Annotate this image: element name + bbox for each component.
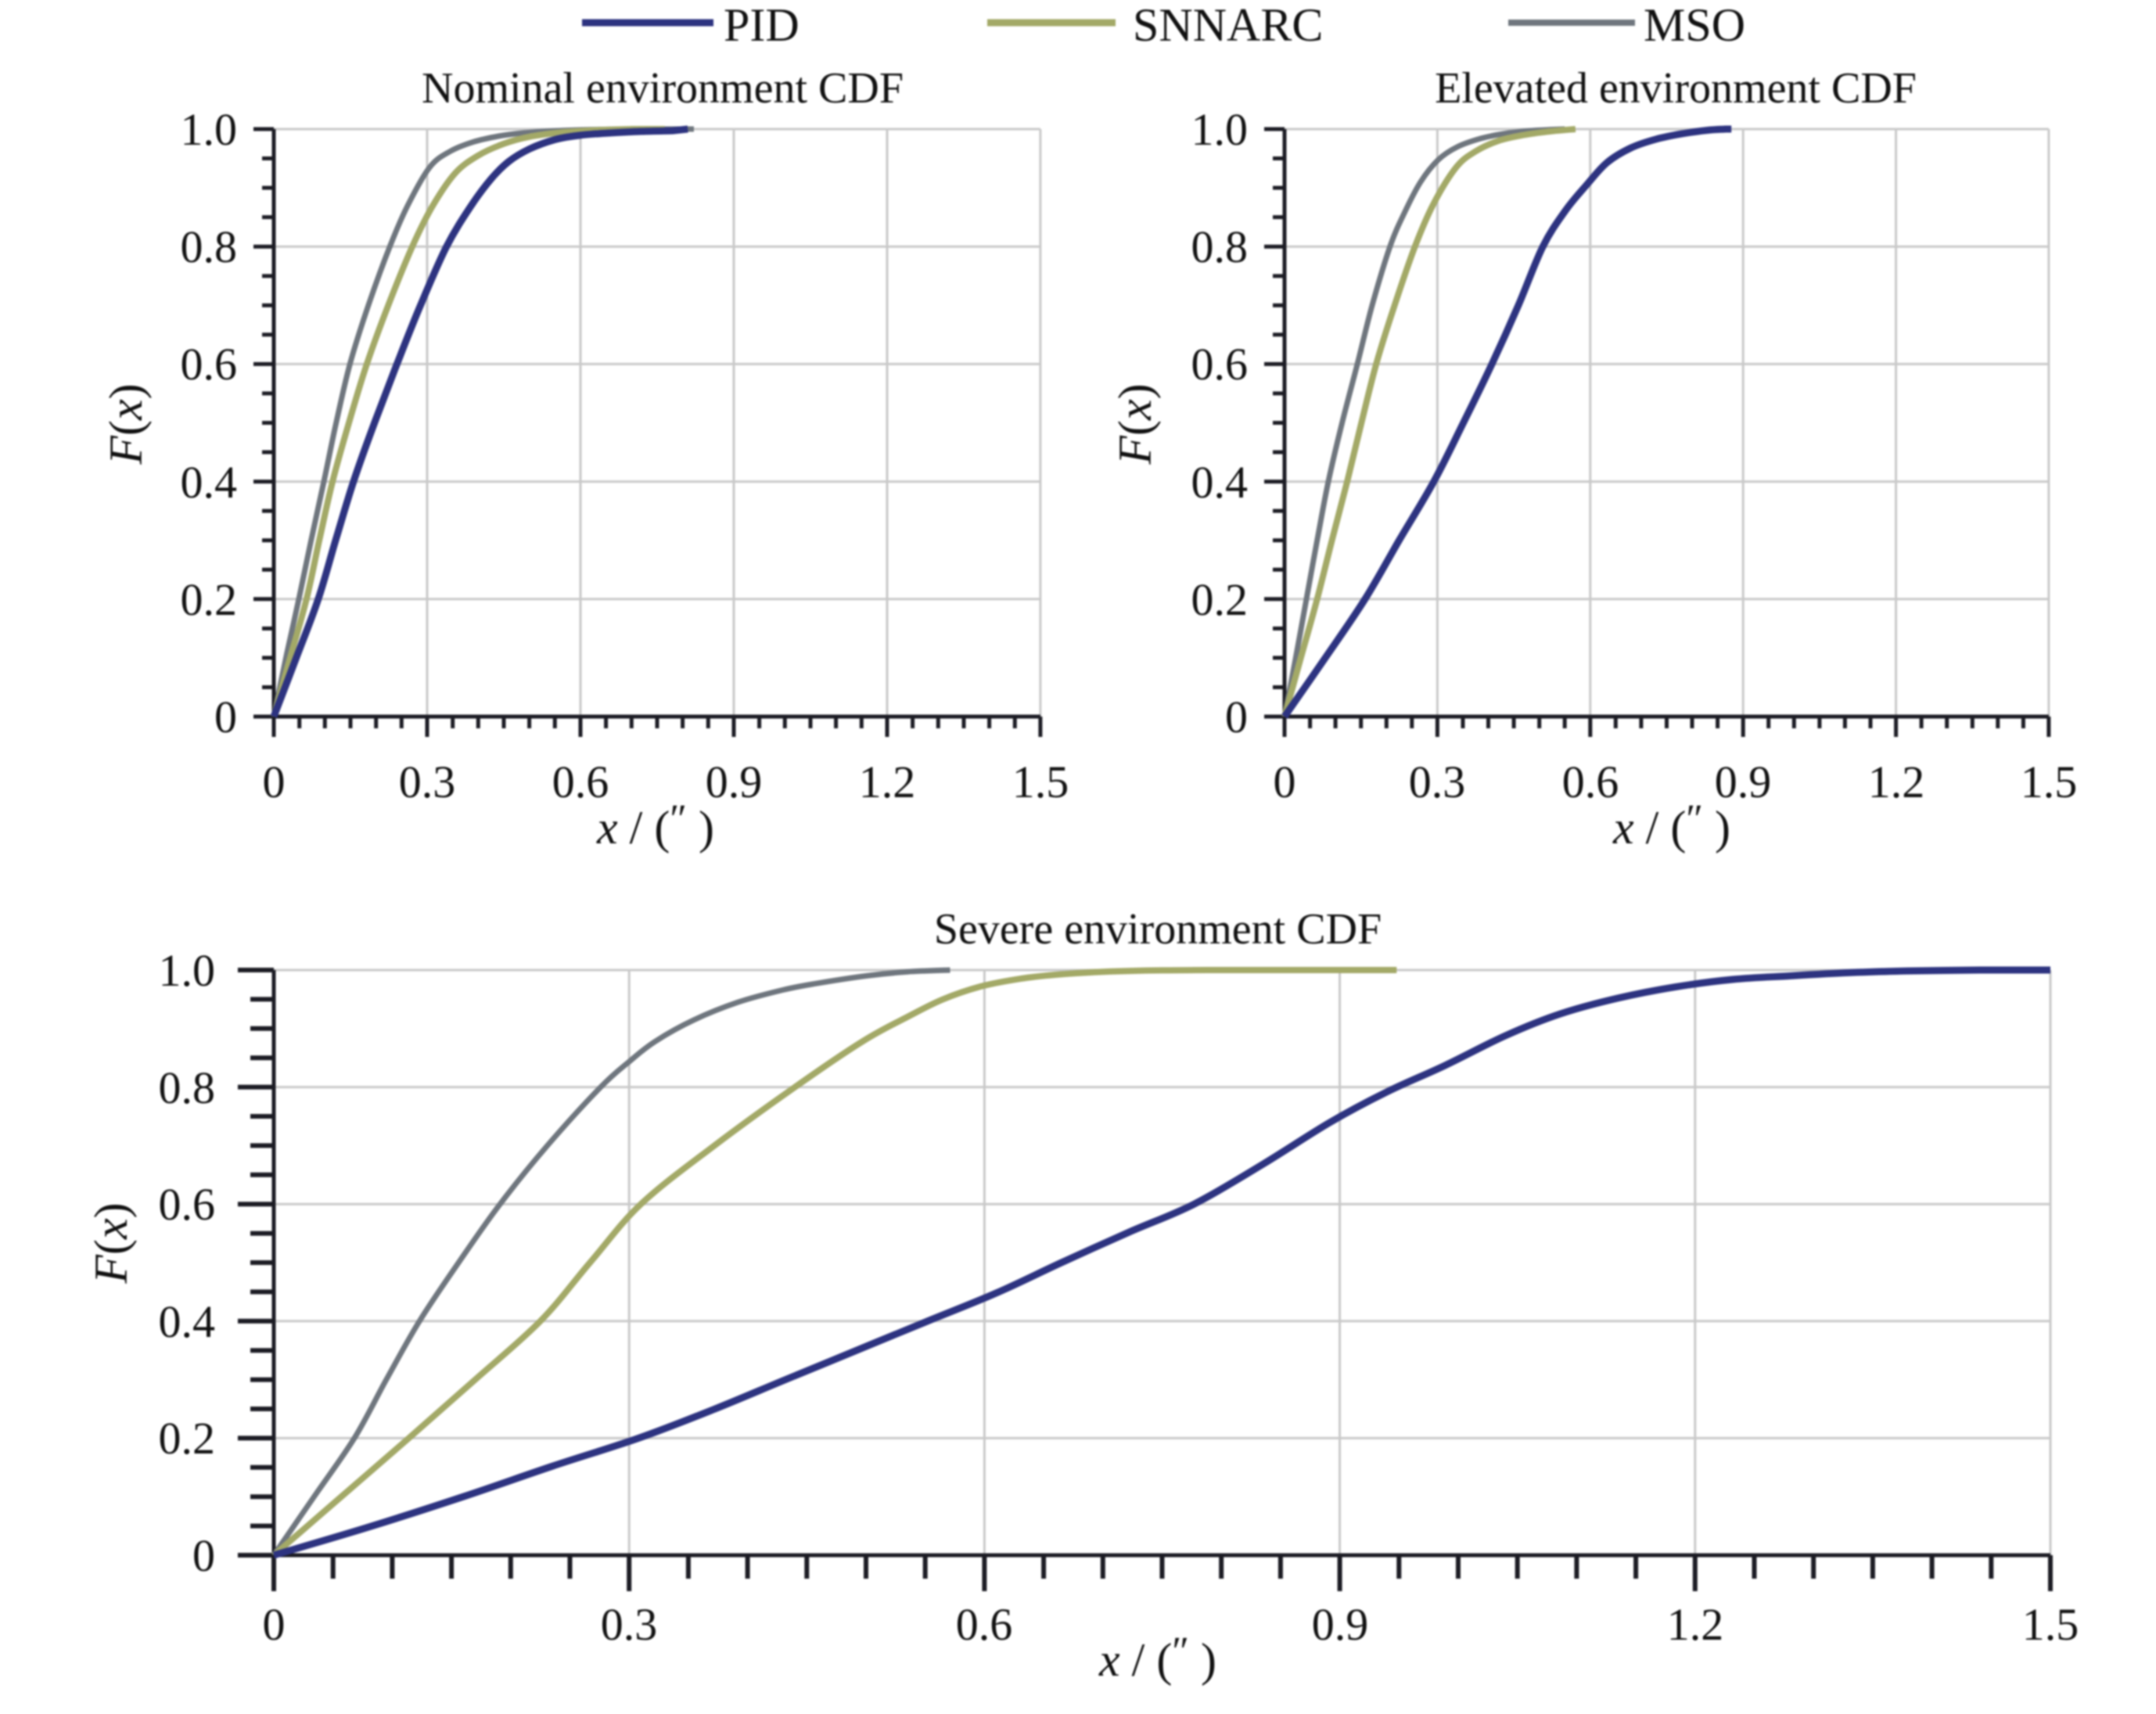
svg-text:1.5: 1.5 [2021,756,2078,807]
svg-text:0.9: 0.9 [1312,1599,1369,1650]
svg-text:0.8: 0.8 [1191,221,1249,272]
svg-text:1.2: 1.2 [1868,756,1925,807]
svg-text:0: 0 [192,1530,215,1581]
svg-text:0.9: 0.9 [1715,756,1772,807]
svg-text:0.6: 0.6 [159,1179,216,1230]
svg-text:0.4: 0.4 [159,1296,216,1347]
svg-text:0.2: 0.2 [1191,574,1249,625]
svg-text:0.6: 0.6 [956,1599,1013,1650]
svg-text:1.0: 1.0 [181,104,238,155]
svg-text:0.4: 0.4 [1191,457,1249,508]
svg-text:1.0: 1.0 [159,945,216,996]
svg-text:0: 0 [1225,692,1248,742]
svg-text:0.9: 0.9 [706,756,763,807]
svg-text:0.4: 0.4 [181,457,238,508]
svg-text:F(x): F(x) [85,1202,137,1284]
svg-text:1.5: 1.5 [1012,756,1069,807]
svg-text:0: 0 [263,756,286,807]
svg-text:0: 0 [214,692,237,742]
svg-text:F(x): F(x) [1109,383,1161,465]
svg-text:0.8: 0.8 [159,1062,216,1113]
svg-text:0.6: 0.6 [181,339,238,390]
svg-text:0.2: 0.2 [181,574,238,625]
svg-text:MSO: MSO [1644,0,1745,51]
svg-text:1.2: 1.2 [1667,1599,1724,1650]
svg-text:0.6: 0.6 [1191,339,1249,390]
svg-text:0.8: 0.8 [181,221,238,272]
svg-text:SNNARC: SNNARC [1133,0,1323,51]
svg-text:0.2: 0.2 [159,1413,216,1464]
svg-text:1.5: 1.5 [2022,1599,2079,1650]
svg-text:0.6: 0.6 [552,756,609,807]
svg-text:0.6: 0.6 [1562,756,1619,807]
svg-text:Elevated environment CDF: Elevated environment CDF [1435,64,1917,113]
svg-text:x / (″ ): x / (″ ) [1098,1630,1216,1686]
svg-text:0.3: 0.3 [601,1599,658,1650]
svg-text:0: 0 [1274,756,1296,807]
svg-text:x / (″ ): x / (″ ) [1612,797,1730,853]
svg-text:1.2: 1.2 [859,756,916,807]
svg-text:1.0: 1.0 [1191,104,1249,155]
svg-text:0: 0 [263,1599,286,1650]
svg-text:x / (″ ): x / (″ ) [596,797,714,853]
svg-text:F(x): F(x) [100,383,152,465]
svg-text:PID: PID [724,0,800,51]
svg-text:Severe environment CDF: Severe environment CDF [934,905,1382,954]
svg-text:0.3: 0.3 [1409,756,1466,807]
svg-text:Nominal environment CDF: Nominal environment CDF [422,64,904,113]
svg-text:0.3: 0.3 [399,756,456,807]
